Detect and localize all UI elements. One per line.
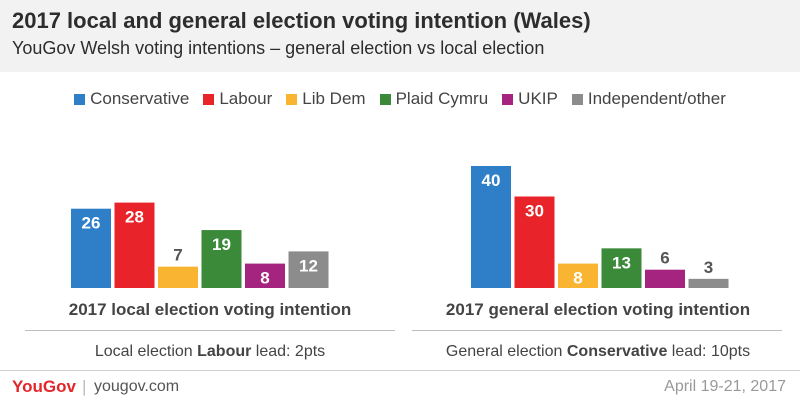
- bar-label-local-ukip: 8: [260, 269, 269, 288]
- legend-item-conservative: Conservative: [74, 89, 189, 109]
- yougov-logo: YouGov: [12, 377, 76, 396]
- header-band: 2017 local and general election voting i…: [0, 0, 800, 72]
- lead-note-general-party: Conservative: [566, 343, 668, 360]
- bar-label-local-conservative: 26: [82, 214, 101, 233]
- bar-general-conservative: [471, 166, 511, 288]
- bar-local-independent-other: [288, 251, 329, 288]
- legend-swatch-lib-dem: [286, 93, 298, 105]
- legend-swatch-ukip: [502, 93, 514, 105]
- legend-item-ukip: UKIP: [502, 89, 558, 109]
- legend: Conservative Labour Lib Dem Plaid Cymru …: [0, 88, 800, 110]
- legend-label-conservative: Conservative: [90, 89, 190, 108]
- chart-title: 2017 local and general election voting i…: [12, 8, 591, 33]
- chart-subtitle: YouGov Welsh voting intentions – general…: [12, 38, 545, 58]
- legend-label-independent-other: Independent/other: [587, 89, 726, 108]
- bar-label-general-independent-other: 3: [704, 258, 713, 277]
- lead-note-general: General election Conservative lead: 10pt…: [400, 343, 796, 361]
- legend-swatch-plaid-cymru: [379, 93, 391, 105]
- bar-label-general-lib-dem: 8: [573, 269, 582, 288]
- bar-label-general-plaid-cymru: 13: [612, 253, 631, 272]
- bar-label-local-plaid-cymru: 19: [212, 235, 231, 254]
- legend-swatch-independent-other: [571, 93, 583, 105]
- footer-date: April 19-21, 2017: [664, 378, 786, 395]
- legend-swatch-conservative: [74, 93, 86, 105]
- bar-general-ukip: [645, 269, 685, 288]
- legend-label-ukip: UKIP: [518, 89, 558, 108]
- footer-separator: |: [82, 377, 87, 396]
- legend-item-independent-other: Independent/other: [571, 89, 726, 109]
- lead-note-general-prefix: General election: [445, 343, 567, 360]
- group-title-general: 2017 general election voting intention: [445, 300, 751, 319]
- legend-label-lib-dem: Lib Dem: [302, 89, 366, 108]
- bar-general-plaid-cymru: [601, 248, 642, 288]
- legend-item-lib-dem: Lib Dem: [286, 89, 366, 109]
- footer-divider: [0, 370, 800, 371]
- legend-item-plaid-cymru: Plaid Cymru: [379, 89, 489, 109]
- bar-local-conservative: [71, 208, 111, 288]
- bar-local-labour: [114, 202, 155, 288]
- bar-general-independent-other: [688, 278, 729, 288]
- legend-swatch-labour: [203, 93, 215, 105]
- axis-baseline-general: [412, 330, 782, 331]
- legend-label-plaid-cymru: Plaid Cymru: [395, 89, 489, 108]
- axis-baseline-local: [25, 330, 395, 331]
- bar-label-general-conservative: 40: [482, 171, 501, 190]
- lead-note-local-prefix: Local election: [94, 343, 198, 360]
- group-title-local: 2017 local election voting intention: [68, 300, 352, 319]
- footer-site-link[interactable]: yougov.com: [94, 378, 180, 395]
- lead-note-local: Local election Labour lead: 2pts: [12, 343, 408, 361]
- lead-note-general-suffix: lead: 10pts: [667, 343, 751, 360]
- lead-note-local-party: Labour: [197, 343, 252, 360]
- bar-label-general-labour: 30: [525, 202, 544, 221]
- legend-label-labour: Labour: [219, 89, 273, 108]
- legend-item-labour: Labour: [203, 89, 272, 109]
- bar-general-labour: [514, 196, 555, 288]
- bar-local-ukip: [245, 263, 285, 288]
- bar-local-plaid-cymru: [201, 230, 242, 288]
- bar-label-local-independent-other: 12: [299, 256, 318, 275]
- bar-label-general-ukip: 6: [660, 249, 669, 268]
- bar-local-lib-dem: [158, 266, 198, 288]
- bar-label-local-lib-dem: 7: [173, 246, 182, 265]
- lead-note-local-suffix: lead: 2pts: [251, 343, 326, 360]
- bar-label-local-labour: 28: [125, 208, 144, 227]
- bar-general-lib-dem: [558, 263, 598, 288]
